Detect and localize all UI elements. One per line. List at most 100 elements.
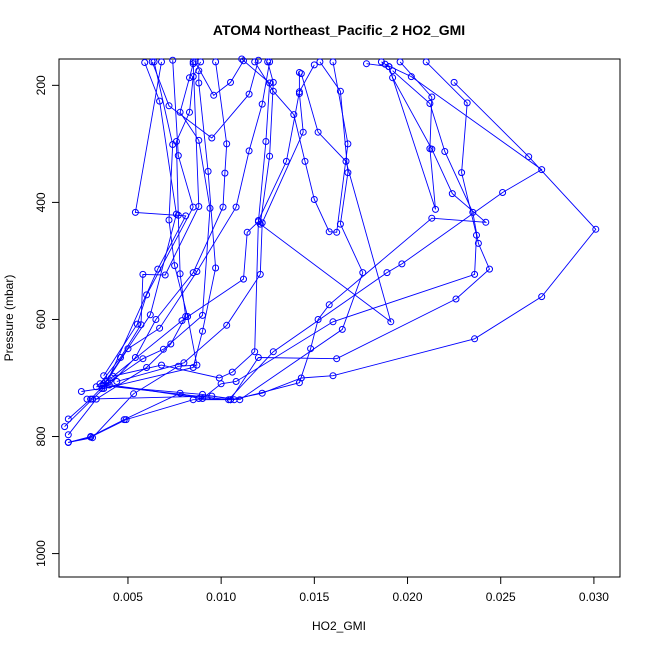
data-point [383, 269, 391, 277]
series-profile-21 [191, 57, 247, 99]
y-tick-label: 200 [34, 75, 48, 95]
data-point [290, 111, 298, 119]
data-point [199, 390, 206, 398]
data-point [329, 372, 337, 380]
data-point [240, 57, 247, 65]
data-point [210, 91, 218, 99]
data-point [199, 395, 206, 402]
series-line [151, 60, 259, 139]
data-point [256, 220, 264, 228]
data-point [178, 317, 186, 325]
data-point [473, 231, 480, 239]
data-point [471, 335, 479, 343]
data-point [146, 311, 154, 319]
data-point [182, 212, 190, 220]
data-point [212, 58, 220, 66]
data-point [122, 416, 130, 424]
data-point [225, 396, 233, 404]
data-point [499, 189, 507, 196]
data-point [184, 313, 192, 320]
series-line [68, 61, 198, 443]
data-point [333, 228, 341, 236]
data-point [262, 138, 270, 145]
data-point [254, 354, 262, 361]
data-point [314, 316, 322, 323]
data-point [171, 262, 179, 270]
data-point [486, 265, 493, 273]
series-line [112, 64, 315, 379]
data-point [204, 167, 212, 175]
data-point [474, 239, 482, 247]
series-line [99, 61, 200, 385]
data-point [180, 359, 188, 367]
data-point [463, 99, 471, 107]
data-point [254, 56, 262, 64]
data-point [310, 196, 318, 203]
data-point [329, 318, 337, 326]
chart-title: ATOM4 Northeast_Pacific_2 HO2_GMI [213, 22, 465, 38]
data-point [245, 90, 253, 98]
data-point [243, 228, 251, 236]
data-point [161, 271, 169, 279]
data-point [232, 378, 240, 385]
y-tick-label: 800 [34, 426, 48, 446]
data-point [307, 345, 315, 353]
data-point [269, 78, 277, 86]
data-point [77, 388, 85, 395]
data-point [199, 311, 206, 319]
series-profile-17 [98, 60, 490, 404]
data-point [363, 60, 370, 68]
data-point [83, 395, 91, 403]
data-point [264, 58, 272, 66]
data-point [269, 348, 277, 356]
data-point [191, 58, 199, 66]
data-point [538, 293, 546, 301]
data-point [398, 260, 406, 268]
data-point [228, 368, 236, 376]
series-profile-19 [113, 69, 307, 385]
data-point [428, 93, 436, 101]
data-point [251, 58, 259, 66]
data-point [195, 79, 203, 87]
series-profile-16 [100, 58, 480, 402]
y-tick-label: 400 [34, 192, 48, 212]
series-line [107, 61, 187, 382]
data-point [165, 102, 173, 110]
data-point [165, 216, 173, 224]
data-point [139, 270, 147, 278]
data-point [426, 145, 434, 153]
series-line [101, 63, 488, 401]
x-axis: 0.005 0.010 0.015 0.020 0.025 0.030 [113, 576, 609, 604]
plot-frame [58, 58, 621, 578]
series-profile-9 [96, 58, 203, 388]
data-point [258, 100, 266, 108]
data-point [206, 204, 214, 212]
data-point [297, 70, 305, 78]
data-point [189, 269, 197, 277]
x-tick-label: 0.020 [393, 590, 423, 604]
data-point [297, 374, 305, 382]
series-line [103, 61, 477, 399]
data-point [64, 438, 72, 446]
x-tick-label: 0.015 [299, 590, 329, 604]
series-line [86, 61, 364, 401]
x-tick-label: 0.005 [113, 590, 143, 604]
series-profile-11 [102, 59, 180, 385]
data-point [156, 324, 164, 332]
data-point [131, 208, 139, 216]
data-point [266, 152, 274, 160]
data-point [227, 78, 234, 86]
data-point [240, 275, 247, 283]
data-point [329, 58, 337, 66]
data-point [143, 291, 151, 299]
data-point [113, 378, 121, 385]
data-point [432, 205, 439, 213]
data-point [471, 270, 479, 278]
data-point [186, 108, 193, 116]
data-point [344, 140, 352, 148]
data-point [428, 214, 436, 222]
data-point [158, 361, 165, 369]
series-line [105, 62, 177, 382]
data-point [238, 55, 246, 63]
data-point [266, 58, 274, 66]
